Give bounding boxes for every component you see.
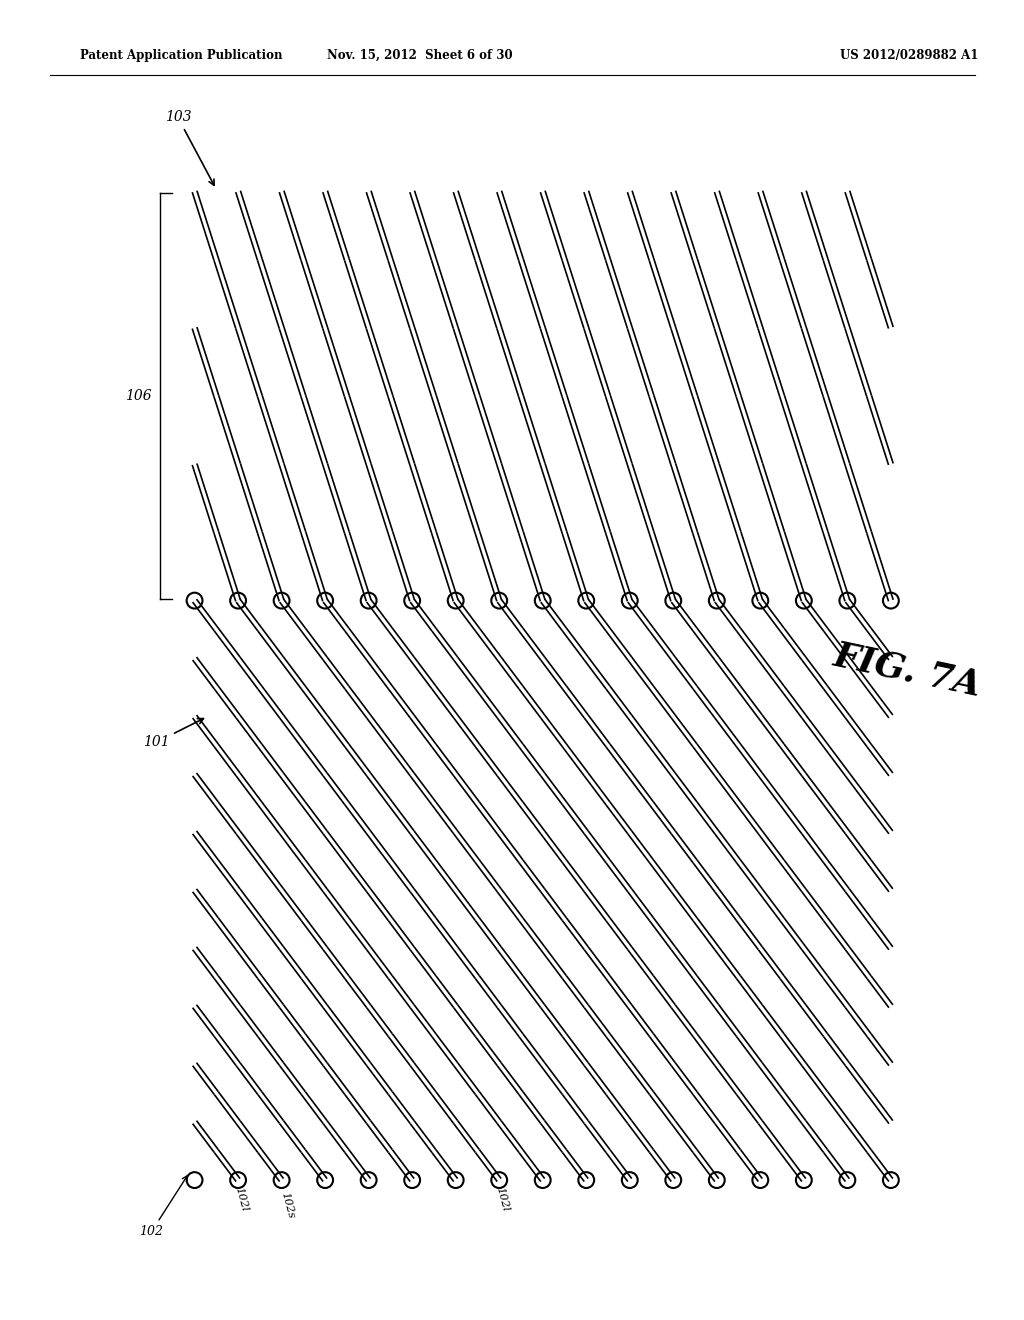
Text: 102: 102 xyxy=(139,1176,187,1238)
Text: Patent Application Publication: Patent Application Publication xyxy=(80,49,283,62)
Text: US 2012/0289882 A1: US 2012/0289882 A1 xyxy=(840,49,978,62)
Text: 101: 101 xyxy=(142,718,204,750)
Text: 102l: 102l xyxy=(495,1185,510,1212)
Text: 106: 106 xyxy=(125,389,152,403)
Text: 102l: 102l xyxy=(233,1185,249,1212)
Text: Nov. 15, 2012  Sheet 6 of 30: Nov. 15, 2012 Sheet 6 of 30 xyxy=(328,49,513,62)
Text: 103: 103 xyxy=(165,111,214,185)
Text: FIG. 7A: FIG. 7A xyxy=(830,638,984,702)
Text: 102s: 102s xyxy=(280,1191,296,1220)
